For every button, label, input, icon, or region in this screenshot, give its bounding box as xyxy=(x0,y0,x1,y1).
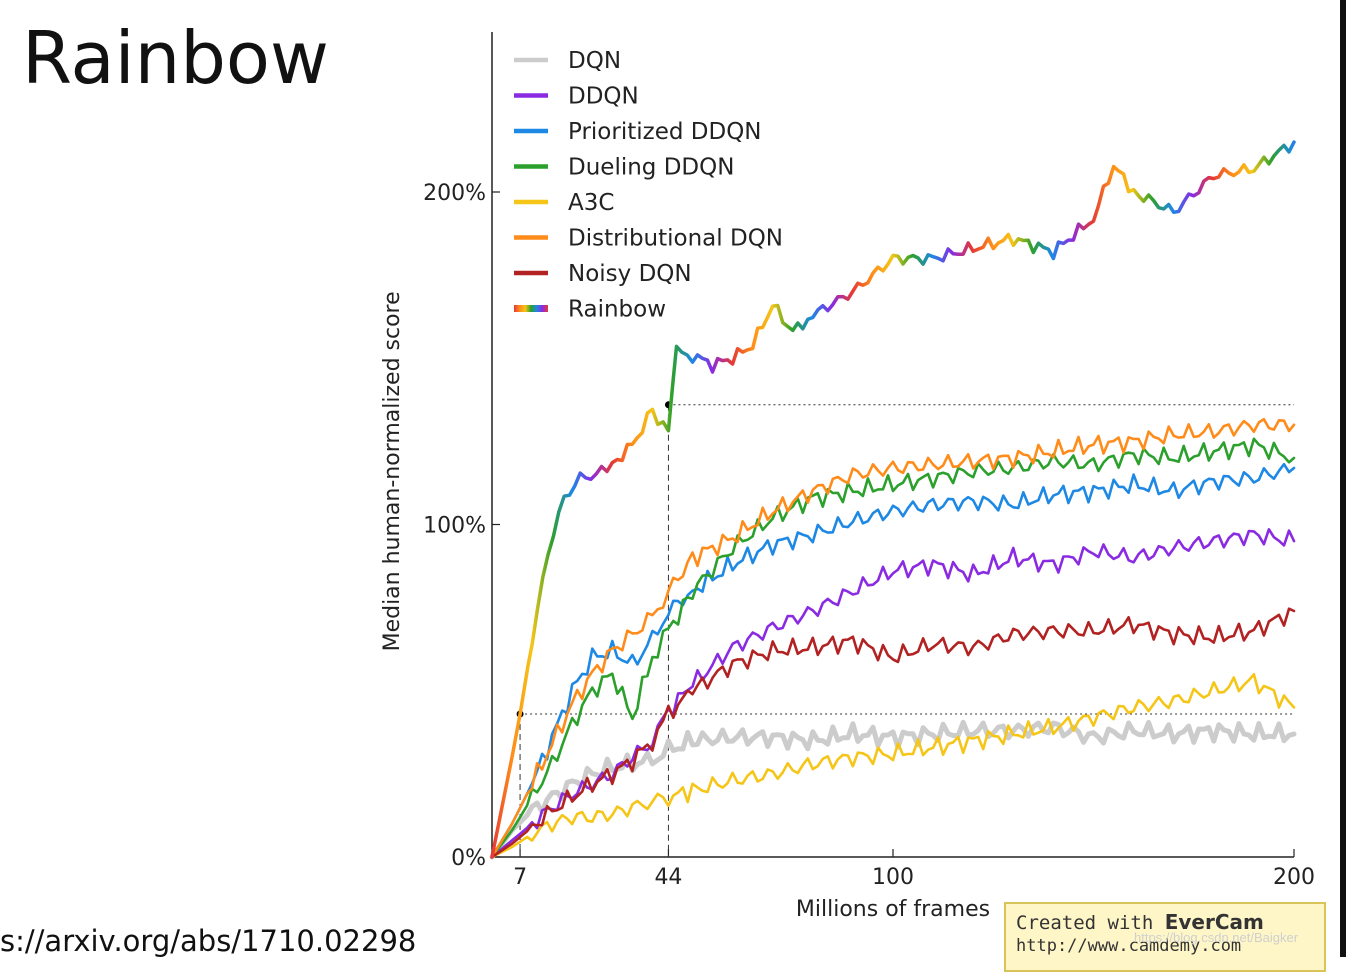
x-tick-label: 200 xyxy=(1273,865,1315,890)
series-line-distributional-dqn xyxy=(490,417,1296,859)
legend-label: A3C xyxy=(568,190,614,216)
legend-label: Dueling DDQN xyxy=(568,155,734,181)
series-line-a3c xyxy=(490,672,1296,859)
legend-label: Prioritized DDQN xyxy=(568,119,762,145)
slide-title: Rainbow xyxy=(22,16,329,100)
chart-axes: 0% 100% 200% 7 44 100 200 Millions of frames Med… xyxy=(380,32,1315,922)
series-line-prioritized-ddqn xyxy=(490,462,1296,859)
legend: DQN DDQN Prioritized DDQN Dueling DDQN A3C Di… xyxy=(514,48,783,323)
x-tick-label: 44 xyxy=(654,865,682,890)
x-axis-label: Millions of frames xyxy=(796,897,990,922)
source-url[interactable]: s://arxiv.org/abs/1710.02298 xyxy=(0,924,417,958)
legend-label: Noisy DQN xyxy=(568,261,692,287)
evercam-url[interactable]: http://www.camdemy.com xyxy=(1016,936,1242,956)
evercam-line1: Created with EverCam xyxy=(1016,910,1314,934)
series-lines xyxy=(489,140,1297,860)
series-line-ddqn xyxy=(490,527,1296,859)
y-tick-label: 0% xyxy=(451,846,486,871)
series-line-dueling-ddqn xyxy=(490,437,1296,859)
y-tick-label: 200% xyxy=(423,181,486,206)
window-edge xyxy=(1340,0,1346,957)
series-line-noisy-dqn xyxy=(490,607,1296,859)
y-axis-label: Median human-normalized score xyxy=(380,291,405,651)
legend-label: DQN xyxy=(568,48,621,74)
legend-label: DDQN xyxy=(568,84,639,110)
evercam-brand: EverCam xyxy=(1164,910,1264,934)
series-line-rainbow xyxy=(490,140,1296,859)
x-tick-label: 7 xyxy=(513,865,527,890)
watermark: https://blog.csdn.net/Baigker xyxy=(1134,930,1299,945)
x-tick-label: 100 xyxy=(872,865,914,890)
evercam-prefix: Created with xyxy=(1016,912,1165,934)
legend-label: Rainbow xyxy=(568,297,666,323)
legend-label: Distributional DQN xyxy=(568,226,783,252)
y-tick-label: 100% xyxy=(423,514,486,539)
series-line-dqn xyxy=(489,719,1297,860)
